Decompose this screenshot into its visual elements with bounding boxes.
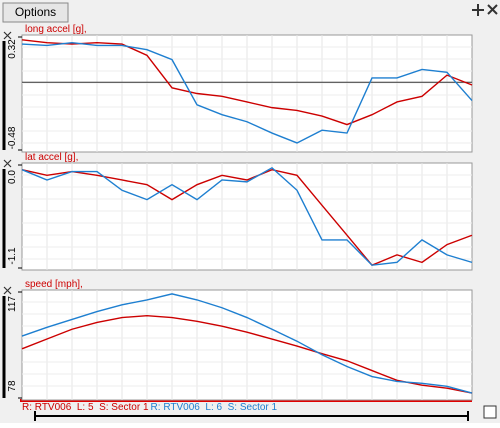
y-tick-label: 117: [7, 296, 18, 312]
y-tick-label: -1.1: [7, 247, 18, 265]
close-x: [3, 159, 12, 168]
legend-entry: R: RTV006 L: 5 S: Sector 1: [22, 402, 149, 413]
y-tick-label: 0.32: [7, 39, 18, 59]
trace: [21, 293, 473, 394]
resize-icon[interactable]: [483, 405, 497, 419]
y-tick-label: 0.0: [7, 170, 18, 184]
chart-title: lat accel [g],: [25, 152, 78, 163]
chart-title: long accel [g],: [25, 24, 87, 35]
legend-entry: R: RTV006 L: 6 S: Sector 1: [151, 402, 278, 413]
close-x: [3, 31, 12, 40]
trace: [21, 314, 473, 394]
options-label[interactable]: Options: [15, 5, 56, 19]
options-button[interactable]: [2, 2, 69, 23]
trace: [21, 39, 473, 126]
close-x: [3, 286, 12, 295]
y-tick-label: 78: [7, 380, 18, 392]
close-icon[interactable]: [487, 4, 498, 15]
chart-title: speed [mph],: [25, 279, 83, 290]
trace: [21, 41, 473, 144]
move-icon[interactable]: [472, 4, 484, 16]
trace: [21, 168, 473, 267]
y-tick-label: -0.48: [7, 126, 18, 149]
trace: [21, 166, 473, 266]
